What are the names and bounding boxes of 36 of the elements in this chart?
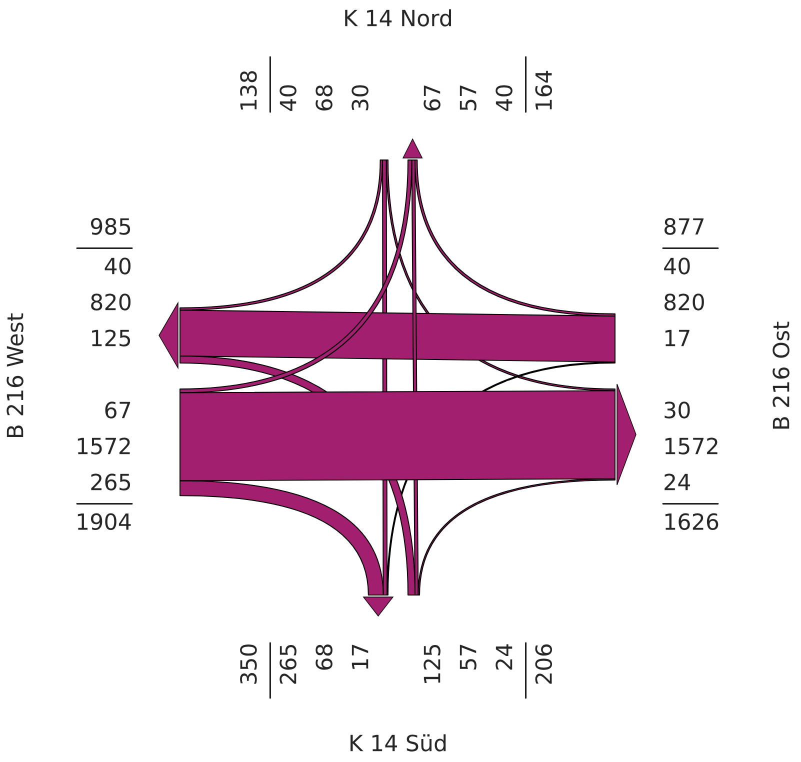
- text: 68: [316, 85, 332, 110]
- text: 67: [105, 402, 130, 418]
- data-label: 67: [424, 86, 440, 110]
- text: 40: [664, 258, 690, 274]
- text: 820: [664, 294, 704, 310]
- text: 17: [665, 330, 690, 346]
- text: 1572: [78, 438, 130, 454]
- text: 30: [352, 85, 368, 110]
- text: 985: [90, 218, 130, 235]
- category-label: K 14 Süd: [350, 734, 446, 752]
- data-label: 40: [104, 258, 131, 274]
- category-label: K 14 Nord: [345, 9, 452, 26]
- text: 1904: [78, 513, 131, 530]
- text: 57: [460, 644, 476, 670]
- data-label: 820: [91, 294, 131, 310]
- text: 40: [280, 85, 296, 111]
- text: 350: [240, 644, 257, 684]
- data-label: 24: [664, 474, 690, 490]
- category-label: B 216 West: [6, 313, 24, 438]
- category-label: B 216 Ost: [772, 322, 790, 429]
- data-label: 1572: [665, 438, 718, 454]
- text: 265: [91, 474, 130, 490]
- text: 24: [496, 644, 512, 670]
- text: 164: [535, 70, 552, 110]
- data-label: 57: [460, 86, 476, 110]
- data-label: 68: [316, 644, 332, 670]
- text: 877: [664, 218, 704, 235]
- data-label: 40: [496, 85, 512, 111]
- text: 1626: [665, 513, 718, 530]
- text: 125: [424, 644, 440, 683]
- data-label: 125: [92, 330, 130, 346]
- data-label: 30: [664, 402, 690, 418]
- data-label: 17: [352, 644, 368, 669]
- text: 206: [535, 644, 552, 684]
- text: 138: [240, 71, 257, 110]
- data-label: 265: [280, 644, 296, 684]
